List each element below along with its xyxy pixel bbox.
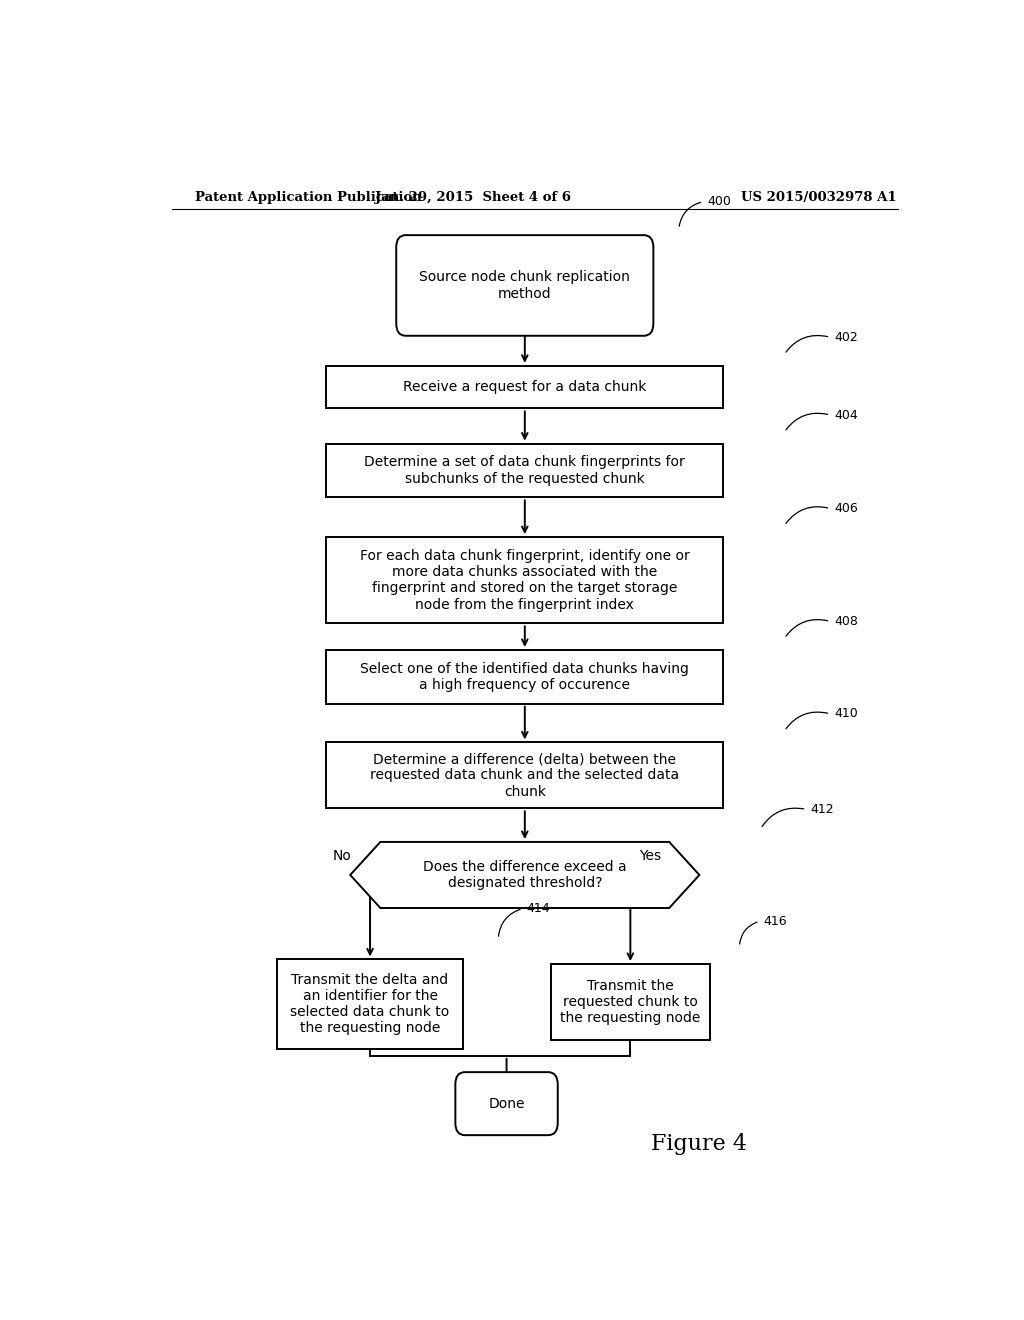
Bar <box>276 960 463 1049</box>
Bar <box>551 964 710 1040</box>
Text: Figure 4: Figure 4 <box>651 1134 748 1155</box>
Text: 404: 404 <box>835 409 858 421</box>
Text: Select one of the identified data chunks having
a high frequency of occurence: Select one of the identified data chunks… <box>360 661 689 692</box>
Bar <box>327 649 723 704</box>
Text: 410: 410 <box>835 708 858 721</box>
Bar <box>327 537 723 623</box>
Text: Jan. 29, 2015  Sheet 4 of 6: Jan. 29, 2015 Sheet 4 of 6 <box>375 190 571 203</box>
Polygon shape <box>350 842 699 908</box>
Text: Transmit the
requested chunk to
the requesting node: Transmit the requested chunk to the requ… <box>560 979 700 1026</box>
Text: 412: 412 <box>811 803 835 816</box>
Text: 406: 406 <box>835 502 858 515</box>
Text: 408: 408 <box>835 615 858 628</box>
Text: 400: 400 <box>708 195 731 209</box>
Text: Determine a set of data chunk fingerprints for
subchunks of the requested chunk: Determine a set of data chunk fingerprin… <box>365 455 685 486</box>
Text: US 2015/0032978 A1: US 2015/0032978 A1 <box>740 190 896 203</box>
Text: For each data chunk fingerprint, identify one or
more data chunks associated wit: For each data chunk fingerprint, identif… <box>359 549 690 611</box>
Bar <box>327 742 723 808</box>
Text: Does the difference exceed a
designated threshold?: Does the difference exceed a designated … <box>423 859 627 890</box>
Bar <box>327 366 723 408</box>
Text: Done: Done <box>488 1097 524 1110</box>
Text: Determine a difference (delta) between the
requested data chunk and the selected: Determine a difference (delta) between t… <box>371 752 679 799</box>
Text: Receive a request for a data chunk: Receive a request for a data chunk <box>403 380 646 395</box>
FancyBboxPatch shape <box>456 1072 558 1135</box>
FancyBboxPatch shape <box>396 235 653 335</box>
Text: Transmit the delta and
an identifier for the
selected data chunk to
the requesti: Transmit the delta and an identifier for… <box>291 973 450 1035</box>
Text: No: No <box>333 849 351 863</box>
Text: 414: 414 <box>526 902 551 915</box>
Text: Source node chunk replication
method: Source node chunk replication method <box>420 271 630 301</box>
Text: Yes: Yes <box>639 849 662 863</box>
Text: 402: 402 <box>835 331 858 343</box>
Text: 416: 416 <box>764 915 787 928</box>
Text: Patent Application Publication: Patent Application Publication <box>196 190 422 203</box>
Bar <box>327 444 723 498</box>
